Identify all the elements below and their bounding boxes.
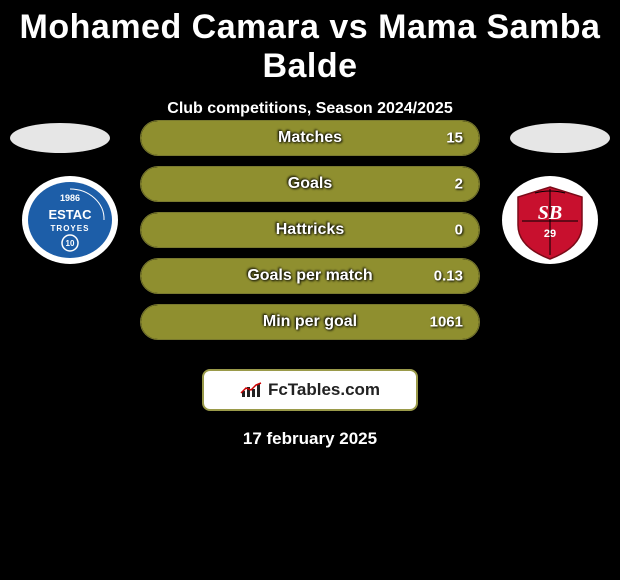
stat-value-right: 2 (455, 176, 463, 193)
page-title: Mohamed Camara vs Mama Samba Balde (0, 0, 620, 86)
stat-value-right: 1061 (430, 314, 463, 331)
club-badge-right: SB 29 (500, 175, 600, 265)
subtitle: Club competitions, Season 2024/2025 (0, 100, 620, 118)
stat-row: Matches15 (140, 120, 480, 156)
stat-fill (141, 259, 479, 293)
stats-list: Matches15 Goals2 Hattricks0 Goals per match… (140, 120, 480, 350)
player-photo-left (10, 123, 110, 153)
svg-text:ESTAC: ESTAC (48, 207, 92, 222)
svg-text:1986: 1986 (60, 193, 80, 203)
stat-value-right: 15 (446, 130, 463, 147)
stat-value-right: 0.13 (434, 268, 463, 285)
stat-fill (141, 213, 479, 247)
stat-fill (141, 167, 479, 201)
stat-row: Goals2 (140, 166, 480, 202)
attribution-text: FcTables.com (268, 380, 380, 400)
stat-row: Hattricks0 (140, 212, 480, 248)
svg-text:SB: SB (538, 202, 562, 224)
club-badge-left: 1986 ESTAC TROYES 10 (20, 175, 120, 265)
stat-fill (141, 305, 479, 339)
stat-fill (141, 121, 479, 155)
attribution-badge: FcTables.com (202, 369, 418, 411)
stat-row: Goals per match0.13 (140, 258, 480, 294)
svg-text:29: 29 (544, 228, 556, 240)
comparison-card: Mohamed Camara vs Mama Samba Balde Club … (0, 0, 620, 580)
svg-text:TROYES: TROYES (51, 224, 90, 233)
stat-row: Min per goal1061 (140, 304, 480, 340)
chart-icon (240, 381, 262, 399)
date-text: 17 february 2025 (0, 429, 620, 449)
stat-value-right: 0 (455, 222, 463, 239)
svg-text:10: 10 (66, 239, 75, 248)
player-photo-right (510, 123, 610, 153)
